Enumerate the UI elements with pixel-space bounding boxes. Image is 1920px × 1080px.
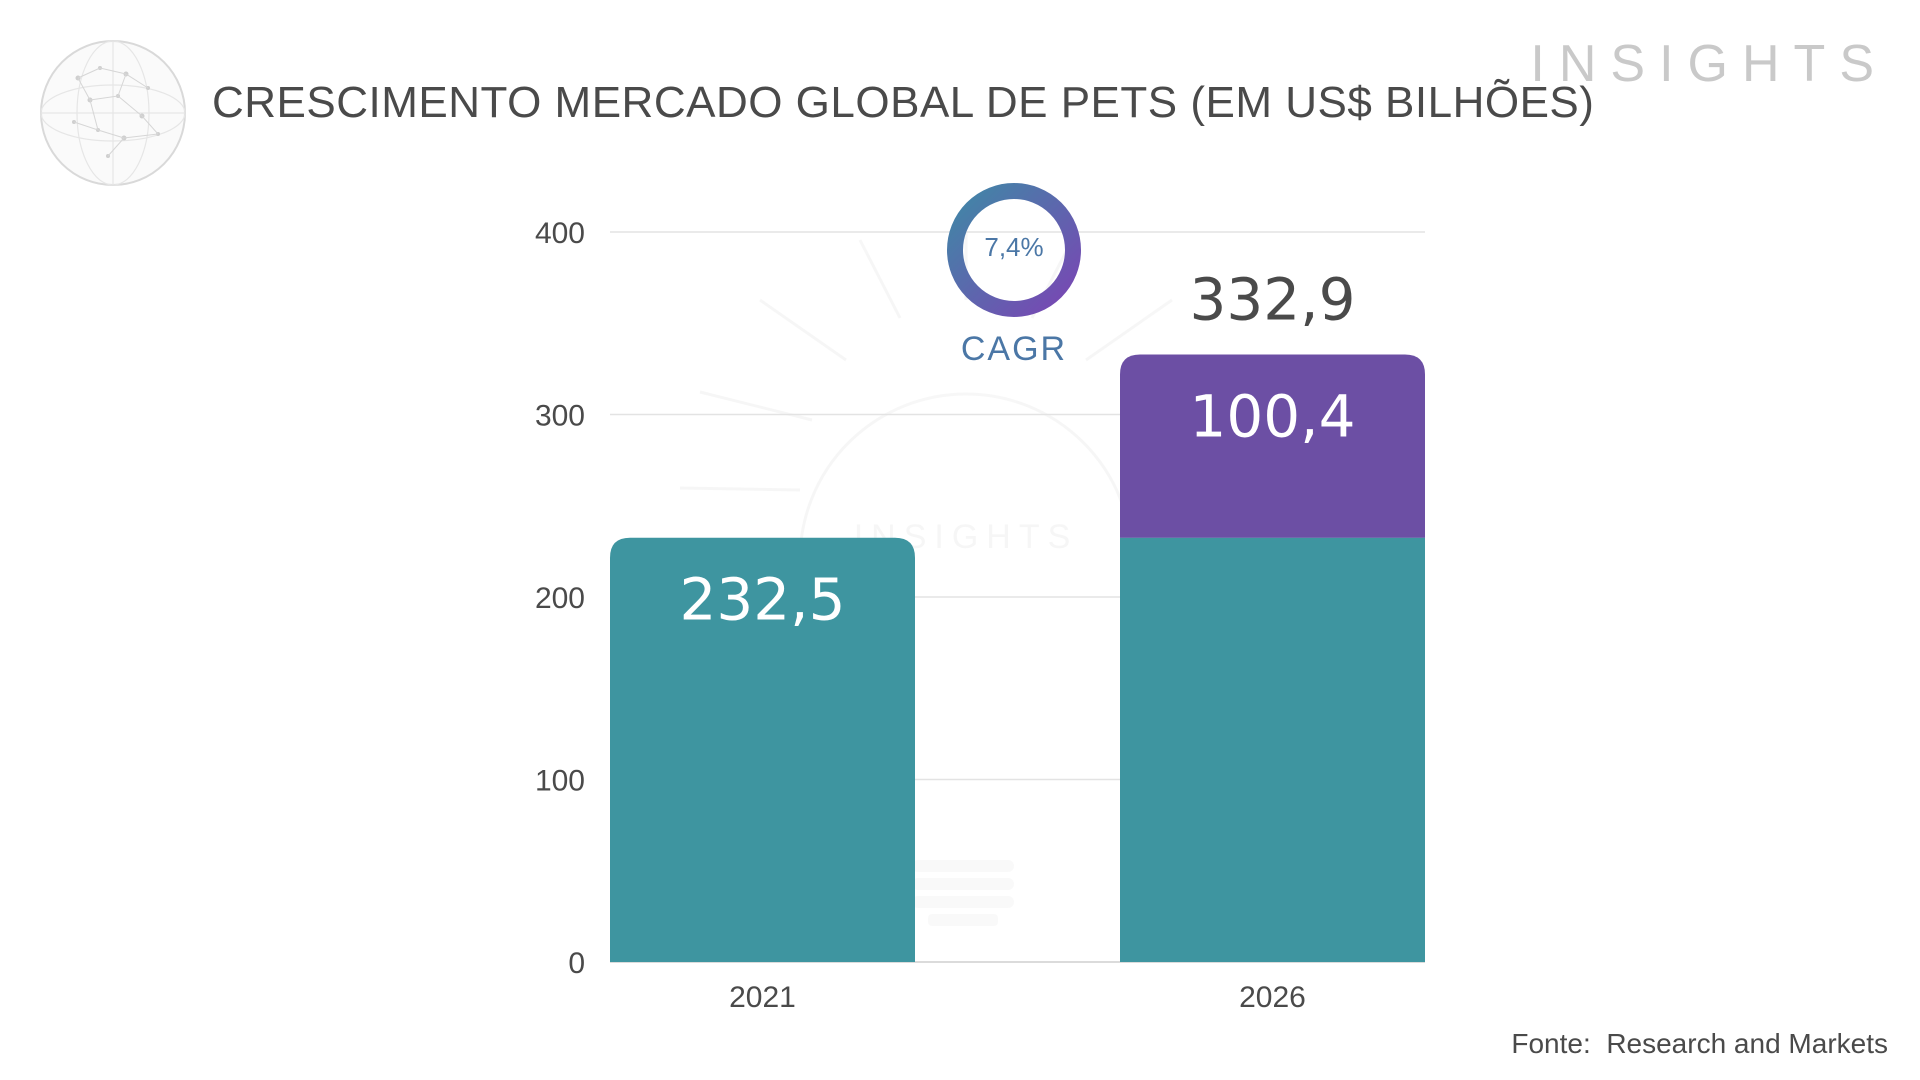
brand-logo: INSIGHTS (1530, 35, 1888, 93)
y-tick-label: 300 (535, 400, 585, 433)
data-labels: 232,5 100,4 332,9 (679, 265, 1355, 633)
x-tick-label: 2026 (1239, 981, 1306, 1014)
total-label: 332,9 (1189, 265, 1355, 333)
bars (610, 354, 1425, 962)
y-tick-label: 200 (535, 582, 585, 615)
chart-title: CRESCIMENTO MERCADO GLOBAL DE PETS (EM U… (212, 78, 1595, 127)
x-axis: 2021 2026 (729, 981, 1306, 1014)
bar-segment (1120, 354, 1425, 538)
cagr-ring (947, 183, 1081, 317)
x-tick-label: 2021 (729, 981, 796, 1014)
y-tick-label: 100 (535, 765, 585, 798)
y-tick-label: 400 (535, 217, 585, 250)
bar-segment (1120, 537, 1425, 962)
y-axis: 0 100 200 300 400 (535, 217, 585, 980)
cagr-value: 7,4% (984, 232, 1044, 262)
source-note: Fonte: Research and Markets (1511, 1028, 1888, 1059)
globe-network-icon (40, 40, 186, 186)
bar-segment (610, 537, 915, 962)
data-label: 100,4 (1189, 382, 1355, 450)
y-tick-label: 0 (568, 947, 585, 980)
cagr-label: CAGR (960, 330, 1068, 368)
data-label: 232,5 (679, 566, 845, 634)
